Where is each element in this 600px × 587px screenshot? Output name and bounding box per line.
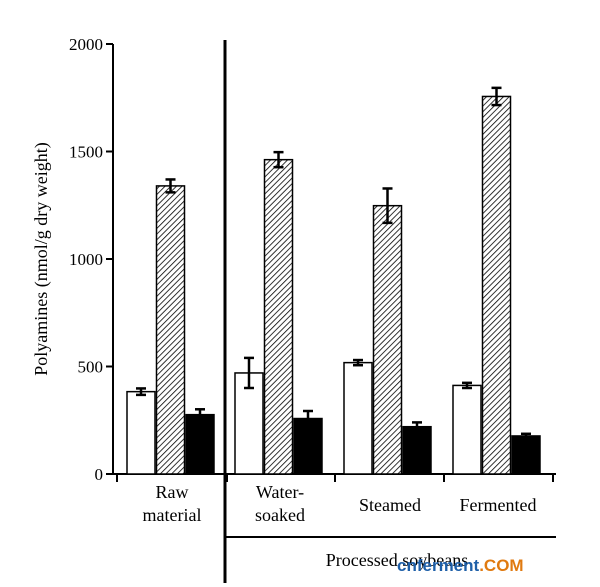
bar-black <box>293 417 323 475</box>
category-label: Steamed <box>359 495 421 515</box>
bar-black <box>185 413 215 475</box>
bar-hatched <box>481 95 512 475</box>
category-label: soaked <box>255 505 305 525</box>
y-tick-label: 0 <box>95 465 104 484</box>
bar-white <box>126 390 156 475</box>
category-label: Fermented <box>460 495 537 515</box>
category-label: Raw <box>156 482 189 502</box>
y-tick-label: 2000 <box>69 35 103 54</box>
y-axis-label: Polyamines (nmol/g dry weight) <box>31 142 52 375</box>
watermark-part1: cnferment <box>397 556 480 575</box>
watermark-part2: .COM <box>479 556 523 575</box>
bar-white <box>234 372 264 475</box>
y-tick-label: 500 <box>78 358 104 377</box>
bar-white <box>452 384 482 475</box>
y-tick-label: 1000 <box>69 250 103 269</box>
category-label: Water- <box>256 482 304 502</box>
bar-hatched <box>263 158 294 475</box>
group-label: Processed soybeans <box>326 550 468 570</box>
bar-black <box>402 425 432 475</box>
category-label: material <box>143 505 202 525</box>
bar-black <box>511 435 541 475</box>
bar-white <box>343 361 373 475</box>
y-tick-label: 1500 <box>69 143 103 162</box>
bar-hatched <box>372 204 403 475</box>
bar-hatched <box>155 185 186 475</box>
watermark: cnferment.COM <box>397 556 524 575</box>
